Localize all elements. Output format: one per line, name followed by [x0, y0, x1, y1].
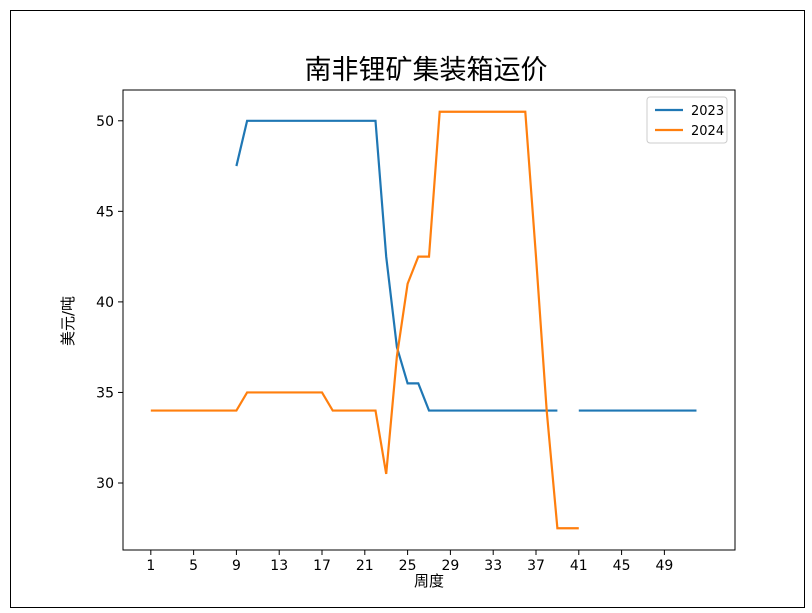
x-tick-label: 33: [484, 558, 502, 574]
y-axis-ticks: 30 35 40 45 50: [96, 114, 123, 492]
line-chart: 南非锂矿集装箱运价 1 5 9 13 17 21 25 29 33 37 41 45 49 30 35 40…: [59, 55, 736, 590]
y-tick-label: 50: [96, 114, 114, 130]
chart-frame: 南非锂矿集装箱运价 1 5 9 13 17 21 25 29 33 37 41 45 49 30 35 40…: [10, 10, 805, 608]
x-tick-label: 45: [613, 558, 631, 574]
x-tick-label: 5: [189, 558, 198, 574]
series-line-2024: [150, 110, 579, 530]
chart-title: 南非锂矿集装箱运价: [305, 55, 548, 86]
y-tick-label: 35: [96, 385, 114, 401]
y-tick-label: 40: [96, 295, 114, 311]
legend-box: [646, 96, 728, 144]
x-tick-label: 37: [527, 558, 545, 574]
x-tick-label: 49: [655, 558, 673, 574]
x-axis-label: 周度: [414, 572, 444, 590]
legend-label-2023: 2023: [691, 104, 724, 119]
series-line-2023: [235, 119, 697, 412]
plot-area: [122, 89, 736, 551]
series-layer: [150, 110, 697, 530]
x-tick-label: 41: [570, 558, 588, 574]
y-tick-label: 45: [96, 204, 114, 220]
x-tick-label: 13: [270, 558, 288, 574]
x-axis-ticks: 1 5 9 13 17 21 25 29 33 37 41 45 49: [146, 550, 673, 574]
x-tick-label: 1: [146, 558, 155, 574]
x-tick-label: 17: [313, 558, 331, 574]
x-tick-label: 9: [232, 558, 241, 574]
chart-legend: 2023 2024: [646, 96, 728, 144]
x-tick-label: 21: [356, 558, 374, 574]
x-tick-label: 29: [441, 558, 459, 574]
x-tick-label: 25: [399, 558, 417, 574]
legend-label-2024: 2024: [691, 124, 724, 139]
y-axis-label: 美元/吨: [59, 296, 77, 346]
y-tick-label: 30: [96, 476, 114, 492]
